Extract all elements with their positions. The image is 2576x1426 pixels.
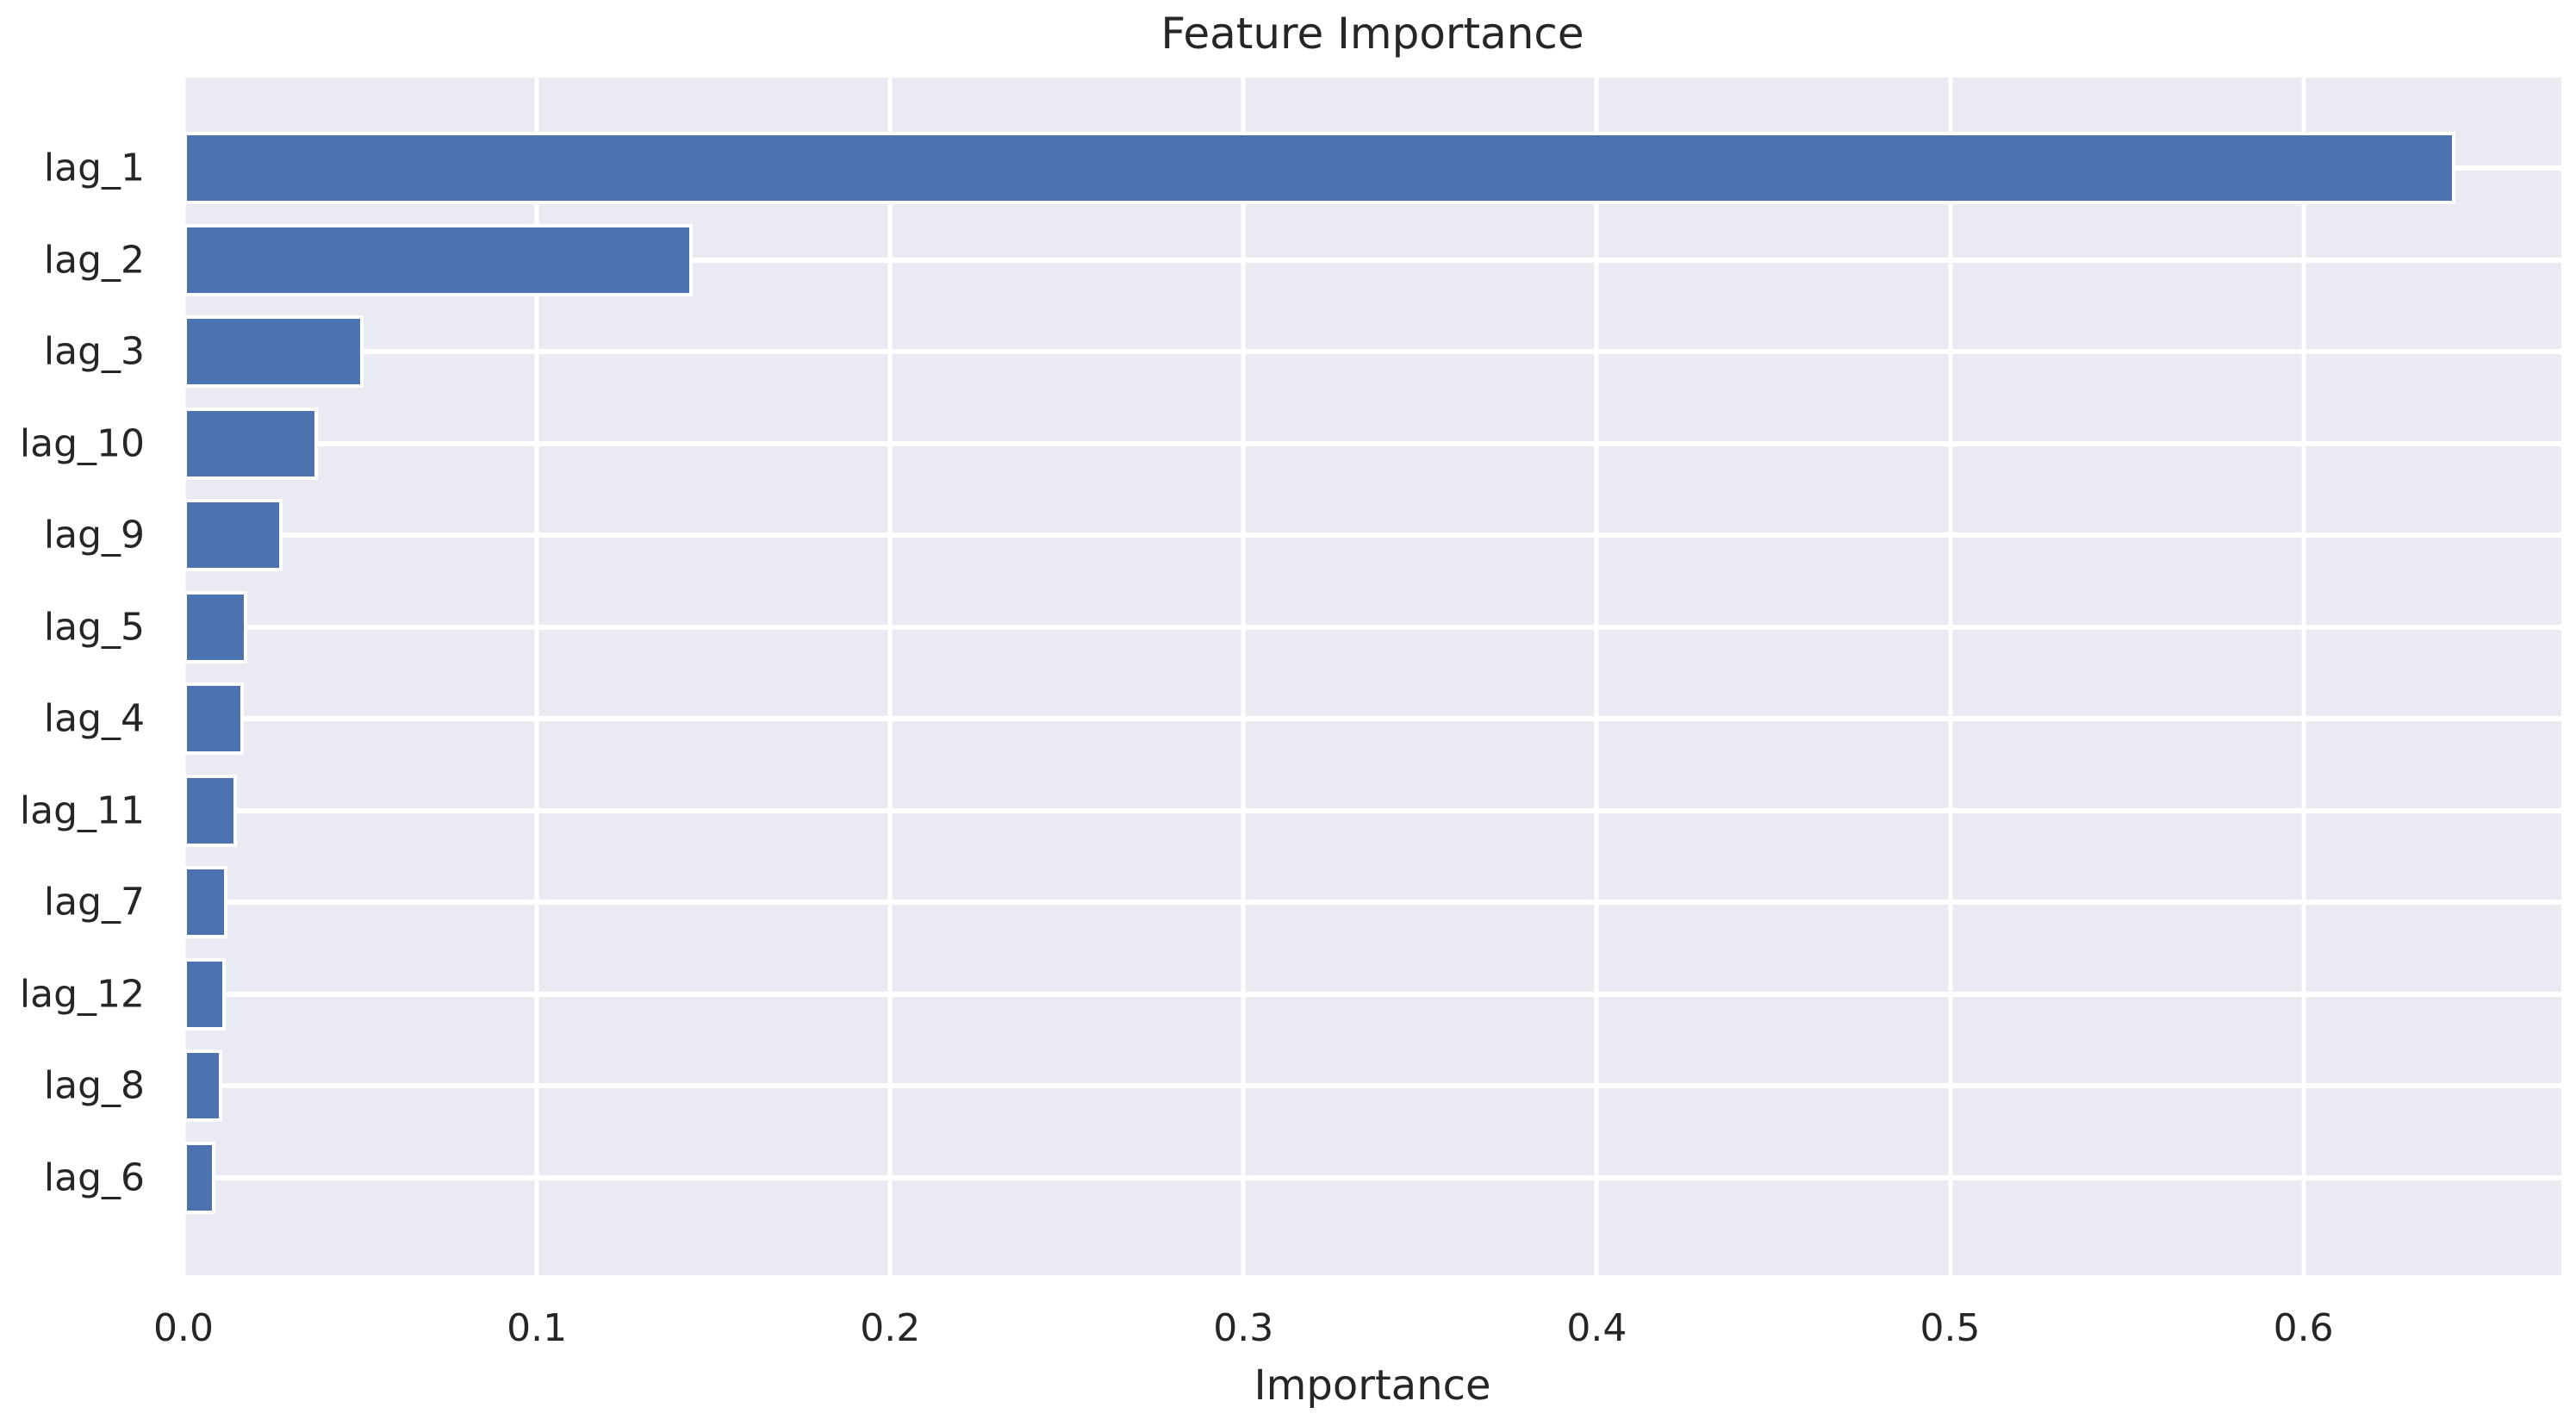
x-gridline xyxy=(887,78,893,1275)
y-gridline xyxy=(184,1174,2561,1180)
xtick-label-0.6: 0.6 xyxy=(2273,1306,2334,1350)
y-gridline xyxy=(184,440,2561,446)
ytick-label-lag_10: lag_10 xyxy=(19,421,145,465)
bar-lag_7 xyxy=(184,866,228,938)
bar-lag_2 xyxy=(184,223,693,296)
xtick-label-0.1: 0.1 xyxy=(507,1306,568,1350)
ytick-label-lag_11: lag_11 xyxy=(19,788,145,832)
ytick-label-lag_7: lag_7 xyxy=(43,880,145,925)
y-gridline xyxy=(184,1083,2561,1088)
bar-lag_9 xyxy=(184,499,283,571)
bar-lag_3 xyxy=(184,315,364,388)
ytick-label-lag_4: lag_4 xyxy=(43,696,145,741)
y-gridline xyxy=(184,716,2561,721)
bar-lag_11 xyxy=(184,774,237,847)
y-gridline xyxy=(184,624,2561,630)
xtick-label-0.4: 0.4 xyxy=(1566,1306,1627,1350)
bar-lag_5 xyxy=(184,590,247,663)
ytick-label-lag_9: lag_9 xyxy=(43,513,145,557)
bar-lag_1 xyxy=(184,132,2455,204)
y-gridline xyxy=(184,991,2561,997)
bar-lag_8 xyxy=(184,1049,223,1122)
y-gridline xyxy=(184,257,2561,263)
x-gridline xyxy=(1948,78,1953,1275)
ytick-label-lag_12: lag_12 xyxy=(19,972,145,1016)
chart-title: Feature Importance xyxy=(1160,9,1584,59)
y-gridline xyxy=(184,807,2561,813)
y-gridline xyxy=(184,900,2561,905)
x-gridline xyxy=(181,78,186,1275)
ytick-label-lag_6: lag_6 xyxy=(43,1155,145,1199)
ytick-label-lag_2: lag_2 xyxy=(43,238,145,282)
xtick-label-0.2: 0.2 xyxy=(860,1306,921,1350)
ytick-label-lag_1: lag_1 xyxy=(43,146,145,190)
x-gridline xyxy=(2301,78,2306,1275)
plot-area xyxy=(181,78,2561,1275)
ytick-label-lag_3: lag_3 xyxy=(43,329,145,374)
x-gridline xyxy=(1594,78,1599,1275)
x-axis-label: Importance xyxy=(1254,1361,1491,1410)
x-gridline xyxy=(534,78,539,1275)
xtick-label-0.5: 0.5 xyxy=(1920,1306,1981,1350)
bar-lag_4 xyxy=(184,682,244,755)
bar-lag_6 xyxy=(184,1141,215,1214)
xtick-label-0.0: 0.0 xyxy=(153,1306,214,1350)
y-gridline xyxy=(184,349,2561,354)
ytick-label-lag_5: lag_5 xyxy=(43,605,145,649)
x-gridline xyxy=(1241,78,1246,1275)
ytick-label-lag_8: lag_8 xyxy=(43,1063,145,1108)
bar-lag_12 xyxy=(184,957,227,1031)
y-gridline xyxy=(184,532,2561,538)
bar-lag_10 xyxy=(184,407,318,480)
xtick-label-0.3: 0.3 xyxy=(1213,1306,1274,1350)
